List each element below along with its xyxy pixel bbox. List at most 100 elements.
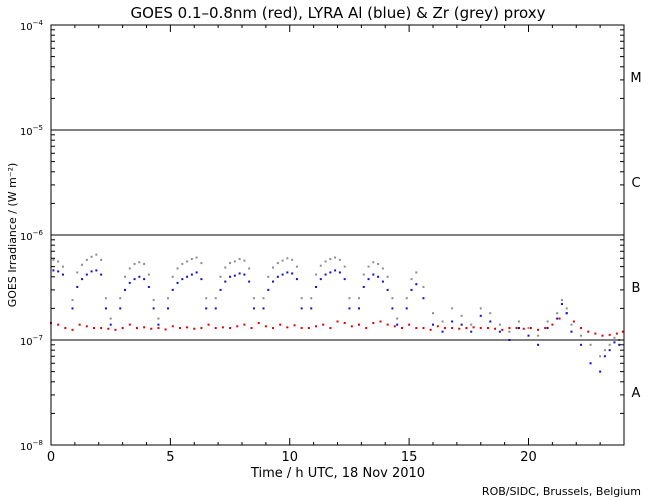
series-2-point: [100, 258, 103, 261]
series-0-point: [393, 325, 396, 328]
series-1-point: [109, 323, 112, 326]
series-0-point: [357, 323, 360, 326]
series-2-point: [181, 262, 184, 265]
series-2-point: [81, 263, 84, 266]
series-2-point: [295, 265, 298, 268]
series-1-point: [166, 307, 169, 310]
series-1-point: [138, 275, 141, 278]
series-1-point: [324, 273, 327, 276]
series-1-point: [186, 275, 189, 278]
series-0-point: [157, 327, 160, 330]
series-1-point: [286, 271, 289, 274]
series-0-point: [558, 317, 561, 320]
series-2-point: [200, 262, 203, 265]
series-0-point: [92, 327, 95, 330]
series-0-point: [329, 327, 332, 330]
series-2-point: [104, 297, 107, 300]
series-1-point: [377, 275, 380, 278]
series-2: [52, 253, 621, 358]
series-1-point: [315, 285, 318, 288]
x-axis-label: Time / h UTC, 18 Nov 2010: [250, 466, 425, 481]
series-2-point: [367, 265, 370, 268]
series-1-point: [229, 275, 232, 278]
series-0-point: [508, 327, 511, 330]
series-2-point: [422, 285, 425, 288]
series-0-point: [415, 327, 418, 330]
series-1-point: [556, 317, 559, 320]
series-2-point: [527, 327, 530, 330]
flare-class-labels: A B C M: [630, 71, 641, 401]
x-tick-label: 5: [166, 450, 174, 465]
series-1-point: [272, 280, 275, 283]
series-0-point: [365, 327, 368, 330]
series-1-point: [181, 278, 184, 281]
series-0-point: [257, 322, 260, 325]
series-0-point: [100, 327, 103, 330]
y-tick-label: 10−5: [20, 124, 43, 138]
series-2-point: [157, 317, 160, 320]
series-1-point: [362, 285, 365, 288]
series-0-point: [107, 327, 110, 330]
series-1-point: [357, 307, 360, 310]
series-0-point: [121, 327, 124, 330]
y-tick-label: 10−6: [20, 229, 44, 243]
series-0-point: [128, 323, 131, 326]
series-0-point: [522, 327, 525, 330]
class-label-M: M: [630, 71, 641, 86]
series-0-point: [608, 333, 611, 336]
series-1-point: [291, 272, 294, 275]
series-2-point: [377, 262, 380, 265]
series-2-point: [95, 253, 98, 256]
series-0-point: [293, 324, 296, 327]
series-0-point: [465, 327, 468, 330]
series-0-point: [315, 325, 318, 328]
series-1-point: [95, 269, 98, 272]
series-1-point: [618, 343, 621, 346]
series-1-point: [422, 297, 425, 300]
series-1-point: [85, 273, 88, 276]
series-1-point: [176, 281, 179, 284]
series-0-point: [343, 322, 346, 325]
series-2-point: [152, 299, 155, 302]
series-2-point: [556, 312, 559, 315]
series-2-point: [589, 343, 592, 346]
series-0-point: [307, 327, 310, 330]
series-1-point: [508, 339, 511, 341]
series-2-point: [508, 330, 511, 333]
series-2-point: [357, 297, 360, 300]
series-1-point: [119, 307, 122, 310]
series-1-point: [603, 355, 606, 358]
series-2-point: [432, 312, 434, 315]
series-2-point: [190, 258, 193, 261]
series-0-point: [529, 327, 532, 330]
series-1-point: [262, 307, 265, 310]
series-0-point: [551, 323, 554, 326]
series-0-point: [537, 328, 540, 331]
series-1-point: [133, 278, 136, 281]
series-0-point: [85, 325, 88, 328]
series-0-point: [501, 328, 504, 331]
series-1-point: [152, 307, 155, 310]
series-2-point: [372, 261, 375, 264]
series-0-point: [286, 326, 289, 329]
series-0-point: [408, 323, 411, 326]
series-2-point: [176, 267, 179, 270]
series-1-point: [560, 303, 563, 306]
series-2-point: [546, 320, 549, 323]
series-1-point: [599, 370, 602, 373]
series-2-point: [460, 314, 463, 317]
series-1-point: [338, 271, 341, 274]
y-tick-label: 10−7: [20, 334, 43, 348]
series-2-point: [451, 307, 454, 310]
series-0-point: [250, 327, 253, 330]
series-0-point: [322, 323, 325, 326]
series-1-point: [195, 271, 198, 274]
series-2-point: [319, 264, 322, 267]
series-2-point: [608, 343, 611, 346]
series-2-point: [570, 323, 573, 326]
series-1-point: [90, 270, 93, 273]
series-0: [50, 312, 624, 337]
series-1-point: [460, 323, 463, 326]
series-2-point: [238, 258, 241, 261]
class-label-C: C: [631, 176, 640, 191]
